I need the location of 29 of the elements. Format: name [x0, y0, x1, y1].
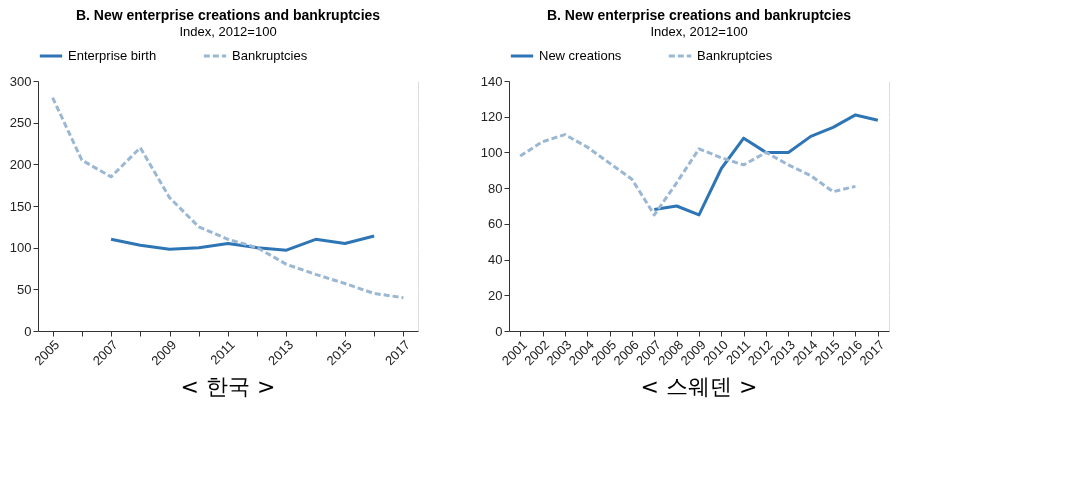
line-series	[109, 234, 376, 252]
y-tick-label: 0	[24, 323, 32, 339]
y-tick-label: 100	[480, 144, 503, 160]
legend-label: Bankruptcies	[697, 48, 773, 63]
chart-title: B. New enterprise creations and bankruptcies	[75, 7, 381, 23]
legend-label: Bankruptcies	[232, 48, 308, 63]
legend-label: Enterprise birth	[68, 48, 157, 63]
text: < 스웨덴 >	[640, 374, 758, 399]
y-tick-label: 80	[488, 180, 503, 196]
y-tick-label: 250	[9, 115, 32, 131]
y-tick-label: 300	[9, 73, 32, 89]
chart-subtitle: Index, 2012=100	[650, 24, 748, 39]
y-tick-label: 140	[480, 73, 503, 89]
y-tick-label: 150	[9, 198, 32, 214]
y-tick-label: 200	[9, 156, 32, 172]
line-series	[51, 96, 405, 300]
legend-label: New creations	[539, 48, 622, 63]
y-tick-label: 0	[495, 323, 503, 339]
y-tick-label: 60	[488, 216, 503, 232]
chart-subtitle: Index, 2012=100	[179, 24, 277, 39]
y-tick-label: 20	[488, 287, 503, 303]
y-tick-label: 120	[480, 109, 503, 125]
text: < 한국 >	[180, 374, 276, 399]
line-series	[518, 133, 857, 217]
y-tick-label: 50	[17, 281, 32, 297]
y-tick-label: 40	[488, 252, 503, 268]
y-tick-label: 100	[9, 240, 32, 256]
chart-title: B. New enterprise creations and bankruptcies	[546, 7, 852, 23]
line-series	[652, 113, 880, 217]
